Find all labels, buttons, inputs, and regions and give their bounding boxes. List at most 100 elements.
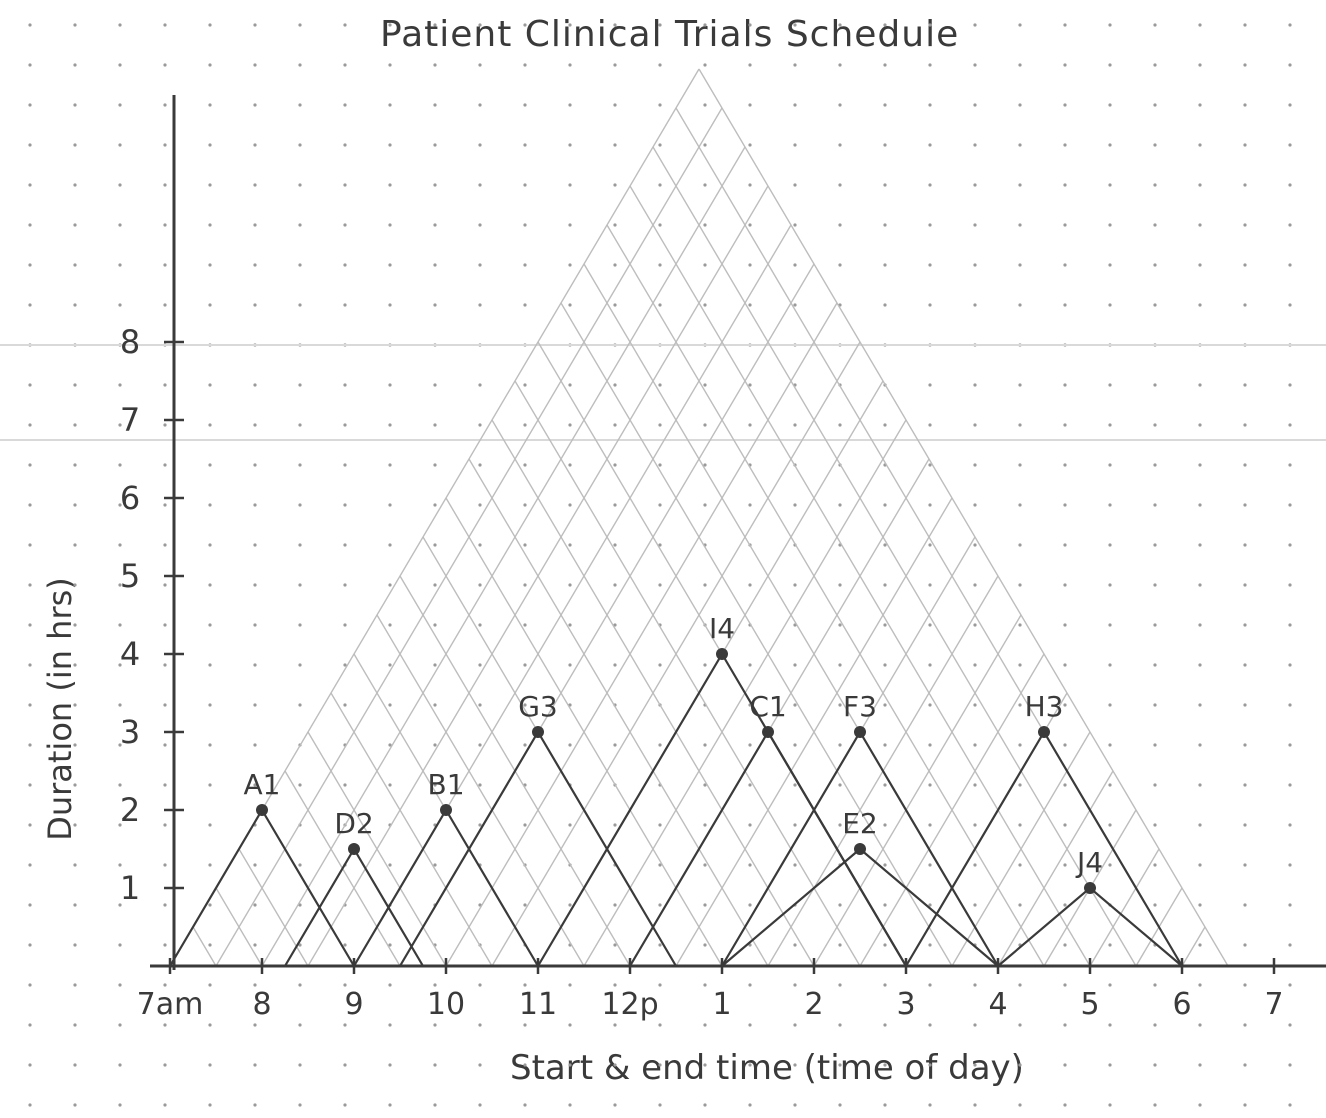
paper-dot [208,623,212,627]
paper-dot [28,1063,32,1067]
paper-dot [343,383,347,387]
paper-dot [973,183,977,187]
point-label: F3 [843,690,877,723]
paper-dot [703,303,707,307]
paper-dot [73,103,77,107]
paper-dot [343,943,347,947]
paper-dot [433,23,437,27]
paper-dot [838,1103,842,1107]
paper-dot [1018,1103,1022,1107]
paper-dot [118,23,122,27]
paper-dot [613,543,617,547]
paper-dot [163,743,167,747]
paper-dot [298,223,302,227]
paper-dot [1153,223,1157,227]
paper-dot [748,863,752,867]
paper-dot [1288,663,1292,667]
paper-dot [658,263,662,267]
paper-dot [118,183,122,187]
paper-dot [388,463,392,467]
paper-dot [28,783,32,787]
paper-dot [388,543,392,547]
paper-dot [253,663,257,667]
paper-dot [163,1063,167,1067]
paper-dot [748,1103,752,1107]
paper-dot [658,663,662,667]
paper-dot [748,503,752,507]
paper-dot [658,383,662,387]
paper-dot [1108,543,1112,547]
paper-dot [1243,703,1247,707]
paper-dot [1198,823,1202,827]
paper-dot [1018,63,1022,67]
paper-dot [1018,23,1022,27]
paper-dot [73,743,77,747]
paper-dot [478,1023,482,1027]
paper-dot [658,223,662,227]
paper-dot [568,823,572,827]
paper-dot [478,543,482,547]
paper-dot [1063,543,1067,547]
paper-dot [748,783,752,787]
paper-dot [73,863,77,867]
grid-line-rising [813,614,1022,967]
paper-dot [1063,1023,1067,1027]
paper-dot [1198,1063,1202,1067]
paper-dot [208,543,212,547]
paper-dot [1243,663,1247,667]
paper-dot [838,583,842,587]
paper-dot [343,423,347,427]
paper-dot [1288,303,1292,307]
point-label: A1 [244,768,281,801]
x-tick-label: 1 [712,987,731,1022]
paper-dot [613,983,617,987]
paper-dot [1198,743,1202,747]
paper-dot [613,143,617,147]
paper-dot [883,423,887,427]
paper-dot [658,903,662,907]
paper-dot [433,303,437,307]
paper-dot [928,383,932,387]
data-point [716,648,728,660]
paper-dot [1153,263,1157,267]
paper-dot [883,1023,887,1027]
paper-dot [28,503,32,507]
data-point [1038,726,1050,738]
data-point-group: B1 [353,768,539,967]
paper-dot [793,303,797,307]
paper-dot [118,983,122,987]
paper-dot [748,303,752,307]
paper-dot [883,23,887,27]
paper-dot [703,943,707,947]
paper-dot [73,703,77,707]
paper-dot [703,383,707,387]
paper-dot [1063,903,1067,907]
paper-dot [433,663,437,667]
paper-dot [1108,503,1112,507]
paper-dot [343,543,347,547]
paper-dot [298,63,302,67]
paper-dot [1243,983,1247,987]
paper-dot [298,103,302,107]
paper-dot [388,1023,392,1027]
paper-dot [73,303,77,307]
point-label: E2 [842,807,878,840]
paper-dot [208,943,212,947]
paper-dot [253,223,257,227]
paper-dot [1063,503,1067,507]
paper-dot [1063,943,1067,947]
paper-dot [793,743,797,747]
paper-dot [388,983,392,987]
paper-dot [973,823,977,827]
paper-dot [1153,743,1157,747]
paper-dot [253,743,257,747]
paper-dot [928,663,932,667]
paper-dot [28,143,32,147]
paper-dot [1198,1023,1202,1027]
paper-dot [1153,983,1157,987]
paper-dot [883,143,887,147]
paper-dot [1153,463,1157,467]
paper-dot [118,263,122,267]
paper-dot [568,303,572,307]
paper-dot [253,263,257,267]
